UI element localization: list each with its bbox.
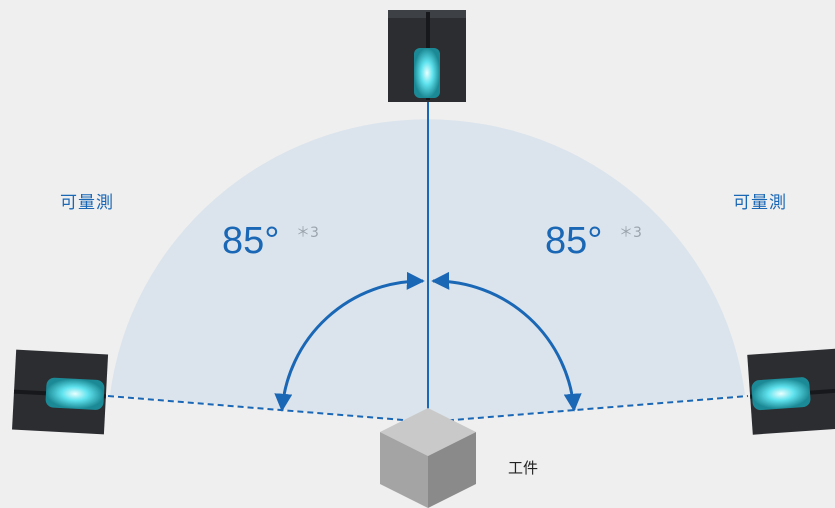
left-limit-dashed-line [107, 395, 429, 423]
angle-value-left: 85° [222, 220, 280, 262]
footnote-marker-left: ＊3 [296, 225, 319, 241]
right-limit-dashed-line [427, 395, 749, 423]
measurable-label-left: 可量測 [60, 193, 114, 213]
left-angle-arc [274, 271, 425, 412]
sensor-head-icon [747, 348, 835, 435]
sensor-head-icon [388, 10, 466, 102]
workpiece-cube-icon [380, 408, 476, 508]
right-angle-arc [431, 271, 582, 412]
measurable-label-right: 可量測 [733, 193, 787, 213]
footnote-marker-right: ＊3 [619, 225, 642, 241]
workpiece-label: 工件 [508, 459, 539, 477]
angle-value-right: 85° [545, 220, 603, 262]
sensor-head-icon [12, 349, 109, 435]
